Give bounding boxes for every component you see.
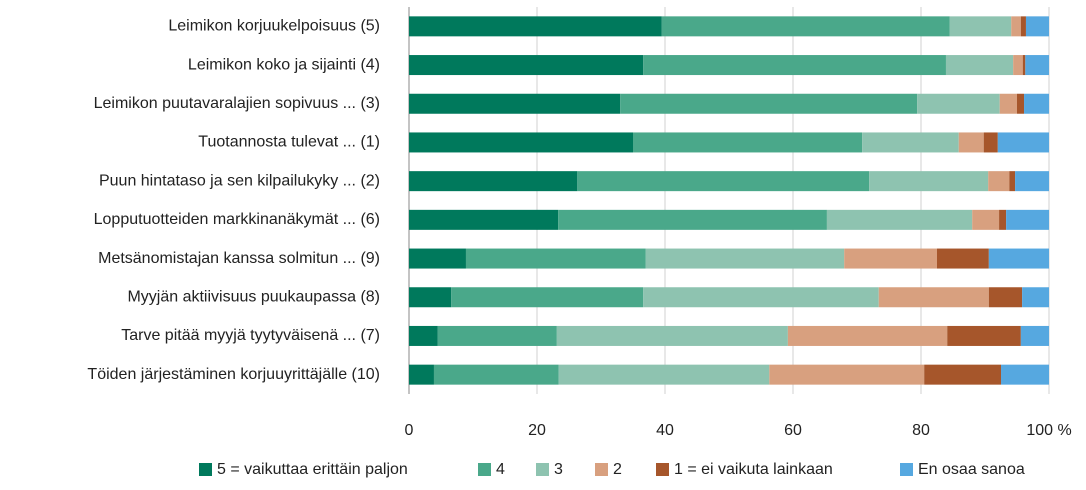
bar-segment (433, 364, 559, 385)
bar-segment (769, 364, 925, 385)
x-tick-label: 20 (528, 422, 546, 439)
bar-segment (451, 287, 644, 308)
legend-label: 2 (613, 461, 622, 478)
bar-segment (643, 287, 879, 308)
bar-segment (409, 93, 621, 114)
y-tick-label: Töiden järjestäminen korjuuyrittäjälle (… (87, 366, 380, 383)
legend-label: 4 (496, 461, 505, 478)
bar-segment (1020, 325, 1049, 346)
bar-segment (1011, 16, 1021, 37)
bar-segment (945, 55, 1014, 76)
bar-segment (826, 209, 973, 230)
legend-label: 1 = ei vaikuta lainkaan (674, 461, 833, 478)
legend-swatch (900, 463, 913, 476)
y-tick-label: Puun hintataso ja sen kilpailukyky ... (… (99, 172, 380, 189)
legend-label: 5 = vaikuttaa erittäin paljon (217, 461, 408, 478)
bar-segment (661, 16, 950, 37)
bar-segment (1020, 16, 1026, 37)
bar-segment (409, 248, 466, 269)
y-tick-label: Tuotannosta tulevat ... (1) (198, 134, 380, 151)
x-tick-label: 60 (784, 422, 802, 439)
bar-segment (409, 364, 434, 385)
legend-label: 3 (554, 461, 563, 478)
bar-segment (988, 248, 1049, 269)
bar-segment (947, 325, 1021, 346)
bar-segment (878, 287, 989, 308)
bar-segment (988, 171, 1010, 192)
bar-segment (556, 325, 788, 346)
bar-segment (409, 16, 662, 37)
bar-segment (1013, 55, 1023, 76)
bar-segment (1024, 93, 1049, 114)
bar-segment (869, 171, 989, 192)
bar-segment (409, 209, 559, 230)
legend-label: En osaa sanoa (918, 461, 1025, 478)
bar-segment (620, 93, 918, 114)
bar-segment (1017, 93, 1025, 114)
legend-swatch (478, 463, 491, 476)
bar-segment (958, 132, 984, 153)
x-tick-label: 40 (656, 422, 674, 439)
bar-segment (409, 325, 438, 346)
bar-segment (988, 287, 1023, 308)
legend-swatch (595, 463, 608, 476)
y-tick-label: Tarve pitää myyjä tyytyväisenä ... (7) (121, 327, 380, 344)
bar-segment (844, 248, 937, 269)
x-tick-label: 100 % (1026, 422, 1071, 439)
bar-segment (577, 171, 870, 192)
y-tick-label: Leimikon puutavaralajien sopivuus ... (3… (94, 95, 380, 112)
bar-segment (999, 93, 1017, 114)
bar-segment (862, 132, 959, 153)
bar-segment (924, 364, 1001, 385)
bar-segment (465, 248, 646, 269)
bar-segment (437, 325, 557, 346)
bar-segment (558, 364, 770, 385)
y-tick-label: Myyjän aktiivisuus puukaupassa (8) (127, 288, 380, 305)
bar-segment (409, 55, 644, 76)
bar-segment (1001, 364, 1049, 385)
legend-swatch (199, 463, 212, 476)
bar-segment (997, 132, 1049, 153)
bar-segment (949, 16, 1012, 37)
bar-segment (1015, 171, 1049, 192)
bar-segment (409, 132, 633, 153)
y-tick-label: Lopputuotteiden markkinanäkymät ... (6) (94, 211, 380, 228)
y-tick-label: Leimikon koko ja sijainti (4) (188, 56, 380, 73)
bar-segment (972, 209, 1000, 230)
bar-segment (1025, 16, 1049, 37)
y-tick-label: Metsänomistajan kanssa solmitun ... (9) (98, 250, 380, 267)
bar-segment (999, 209, 1007, 230)
bar-segment (409, 171, 578, 192)
legend-swatch (536, 463, 549, 476)
bar-segment (643, 55, 946, 76)
bar-segment (787, 325, 948, 346)
bar-segment (633, 132, 863, 153)
bar-segment (1006, 209, 1049, 230)
bar-segment (983, 132, 998, 153)
bar-segment (937, 248, 989, 269)
bar-segment (1025, 55, 1049, 76)
bar-segment (645, 248, 845, 269)
y-tick-label: Leimikon korjuukelpoisuus (5) (168, 18, 380, 35)
bar-segment (409, 287, 452, 308)
bar-segment (1022, 287, 1049, 308)
bar-segment (917, 93, 1000, 114)
bar-segment (558, 209, 827, 230)
legend-swatch (656, 463, 669, 476)
x-tick-label: 0 (405, 422, 414, 439)
bar-segment (1009, 171, 1016, 192)
x-tick-label: 80 (912, 422, 930, 439)
bar-segment (1022, 55, 1026, 76)
